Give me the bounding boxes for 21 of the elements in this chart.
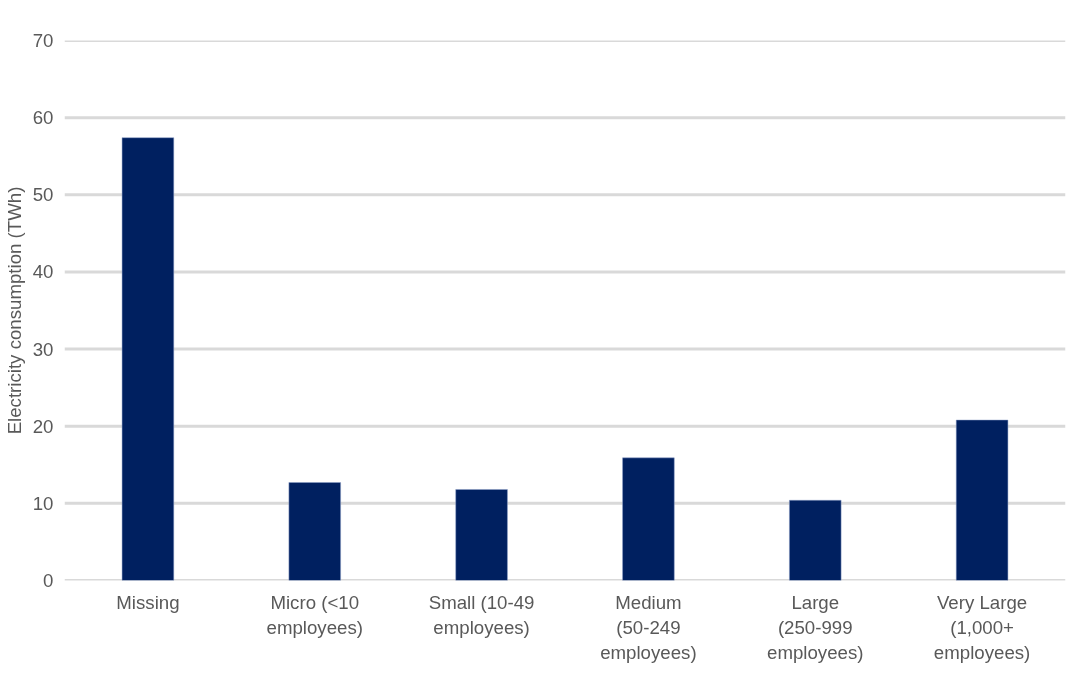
y-tick-label: 40	[32, 261, 54, 283]
y-tick-label: 20	[32, 415, 54, 437]
y-tick-label: 70	[32, 30, 54, 51]
bar	[789, 500, 842, 581]
x-tick-label: Very Large (1,000+ employees)	[933, 591, 1031, 663]
y-tick-label: 30	[32, 338, 54, 360]
x-tick-label: Medium (50-249 employees)	[600, 591, 697, 663]
x-tick-label: Small (10-49 employees)	[428, 591, 535, 638]
bar	[955, 419, 1009, 581]
y-tick-label: 10	[32, 492, 54, 514]
y-tick-label: 50	[32, 184, 54, 206]
y-tick-label: 60	[32, 107, 54, 129]
bar	[622, 457, 675, 581]
x-tick-label: Micro (<10 employees)	[266, 591, 363, 638]
y-tick-label: 0	[43, 570, 54, 591]
bar	[121, 137, 175, 581]
bar	[455, 489, 508, 581]
x-tick-label: Large (250-999 employees)	[767, 591, 864, 663]
y-axis-title: Electricity consumption (TWh)	[3, 186, 25, 435]
x-tick-label: Missing	[116, 591, 180, 613]
bar	[288, 482, 341, 581]
